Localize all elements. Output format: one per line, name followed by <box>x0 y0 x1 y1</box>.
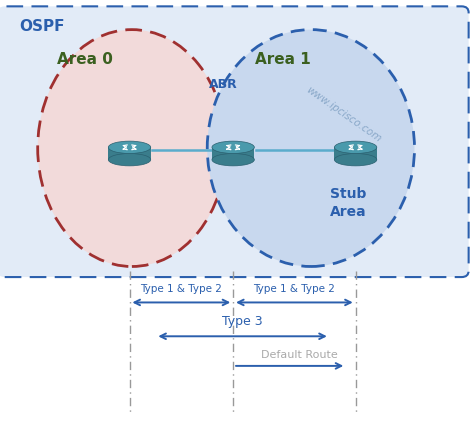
Ellipse shape <box>212 154 254 166</box>
Polygon shape <box>212 147 254 160</box>
Polygon shape <box>108 147 151 160</box>
Text: Default Route: Default Route <box>261 349 337 360</box>
Ellipse shape <box>108 154 151 166</box>
Text: Type 1 & Type 2: Type 1 & Type 2 <box>253 284 335 294</box>
Ellipse shape <box>38 30 226 266</box>
Text: Stub
Area: Stub Area <box>330 187 367 219</box>
Text: ABR: ABR <box>209 78 238 91</box>
Text: Type 1 & Type 2: Type 1 & Type 2 <box>140 284 222 294</box>
FancyBboxPatch shape <box>0 6 469 277</box>
Ellipse shape <box>334 141 377 154</box>
Text: Type 3: Type 3 <box>222 315 263 328</box>
Text: www.ipcisco.com: www.ipcisco.com <box>304 85 383 144</box>
Ellipse shape <box>207 30 414 266</box>
Text: Area 1: Area 1 <box>255 52 310 67</box>
Ellipse shape <box>212 141 254 154</box>
Polygon shape <box>334 147 377 160</box>
Ellipse shape <box>334 154 377 166</box>
Text: Area 0: Area 0 <box>57 52 113 67</box>
Ellipse shape <box>108 141 151 154</box>
Text: OSPF: OSPF <box>19 19 65 34</box>
